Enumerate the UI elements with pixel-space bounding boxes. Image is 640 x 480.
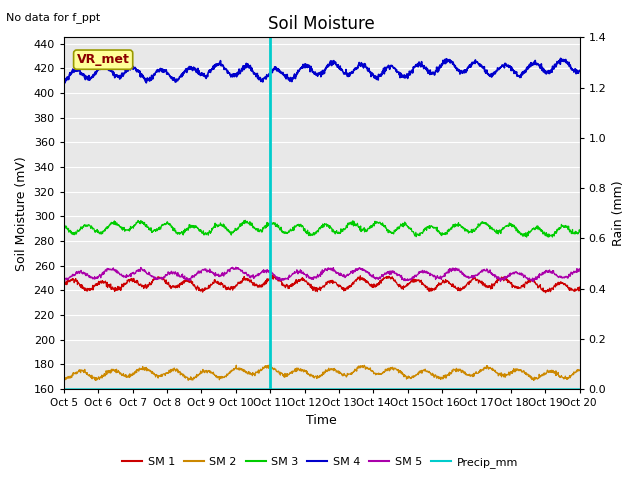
SM 4 xyxy=(402,74,410,80)
SM 4 xyxy=(61,80,68,86)
SM 4 xyxy=(60,80,68,85)
Y-axis label: Rain (mm): Rain (mm) xyxy=(612,180,625,246)
SM 4 xyxy=(557,55,564,61)
SM 5 xyxy=(60,275,68,281)
SM 4 xyxy=(469,60,477,65)
SM 1 xyxy=(175,283,182,288)
SM 3 xyxy=(241,217,249,223)
SM 1 xyxy=(60,282,68,288)
Line: SM 4: SM 4 xyxy=(64,58,580,83)
SM 2 xyxy=(402,373,410,379)
SM 3 xyxy=(162,221,170,227)
SM 3 xyxy=(175,230,182,236)
SM 1 xyxy=(269,272,276,278)
Line: SM 2: SM 2 xyxy=(64,364,580,381)
Precip_mm xyxy=(60,386,68,392)
SM 2 xyxy=(515,368,523,373)
SM 1 xyxy=(469,276,477,282)
SM 5 xyxy=(163,273,170,278)
SM 5 xyxy=(576,266,584,272)
SM 2 xyxy=(469,372,477,377)
SM 2 xyxy=(175,369,182,374)
X-axis label: Time: Time xyxy=(307,414,337,427)
Precip_mm xyxy=(469,386,477,392)
Text: No data for f_ppt: No data for f_ppt xyxy=(6,12,100,23)
Title: Soil Moisture: Soil Moisture xyxy=(268,15,375,33)
SM 5 xyxy=(175,272,183,277)
SM 3 xyxy=(523,234,531,240)
Legend: SM 1, SM 2, SM 3, SM 4, SM 5, Precip_mm: SM 1, SM 2, SM 3, SM 4, SM 5, Precip_mm xyxy=(118,452,522,472)
SM 1 xyxy=(232,282,240,288)
SM 5 xyxy=(61,279,68,285)
Precip_mm xyxy=(576,386,584,392)
SM 3 xyxy=(402,220,410,226)
SM 2 xyxy=(232,362,240,368)
SM 5 xyxy=(233,266,241,272)
Text: VR_met: VR_met xyxy=(77,53,130,66)
SM 3 xyxy=(60,224,68,230)
SM 4 xyxy=(163,68,170,73)
Precip_mm xyxy=(402,386,410,392)
SM 1 xyxy=(515,285,523,290)
SM 3 xyxy=(515,229,523,235)
Line: SM 1: SM 1 xyxy=(64,275,580,293)
SM 5 xyxy=(232,264,240,270)
SM 1 xyxy=(576,286,584,291)
SM 4 xyxy=(175,76,183,82)
SM 4 xyxy=(515,73,523,79)
Line: SM 5: SM 5 xyxy=(64,267,580,282)
SM 1 xyxy=(402,283,410,289)
Precip_mm xyxy=(175,386,182,392)
Precip_mm xyxy=(162,386,170,392)
SM 5 xyxy=(403,277,410,283)
SM 2 xyxy=(530,378,538,384)
SM 5 xyxy=(470,274,477,279)
SM 4 xyxy=(576,68,584,73)
Y-axis label: Soil Moisture (mV): Soil Moisture (mV) xyxy=(15,156,28,271)
SM 1 xyxy=(542,290,550,296)
Precip_mm xyxy=(232,386,240,392)
SM 5 xyxy=(515,271,523,277)
Line: SM 3: SM 3 xyxy=(64,220,580,237)
SM 3 xyxy=(232,227,240,232)
SM 2 xyxy=(576,368,584,373)
SM 3 xyxy=(576,229,584,235)
SM 1 xyxy=(162,277,170,283)
SM 2 xyxy=(60,374,68,380)
SM 2 xyxy=(162,370,170,376)
SM 3 xyxy=(469,227,477,232)
SM 4 xyxy=(233,74,241,80)
Precip_mm xyxy=(515,386,522,392)
SM 2 xyxy=(267,361,275,367)
